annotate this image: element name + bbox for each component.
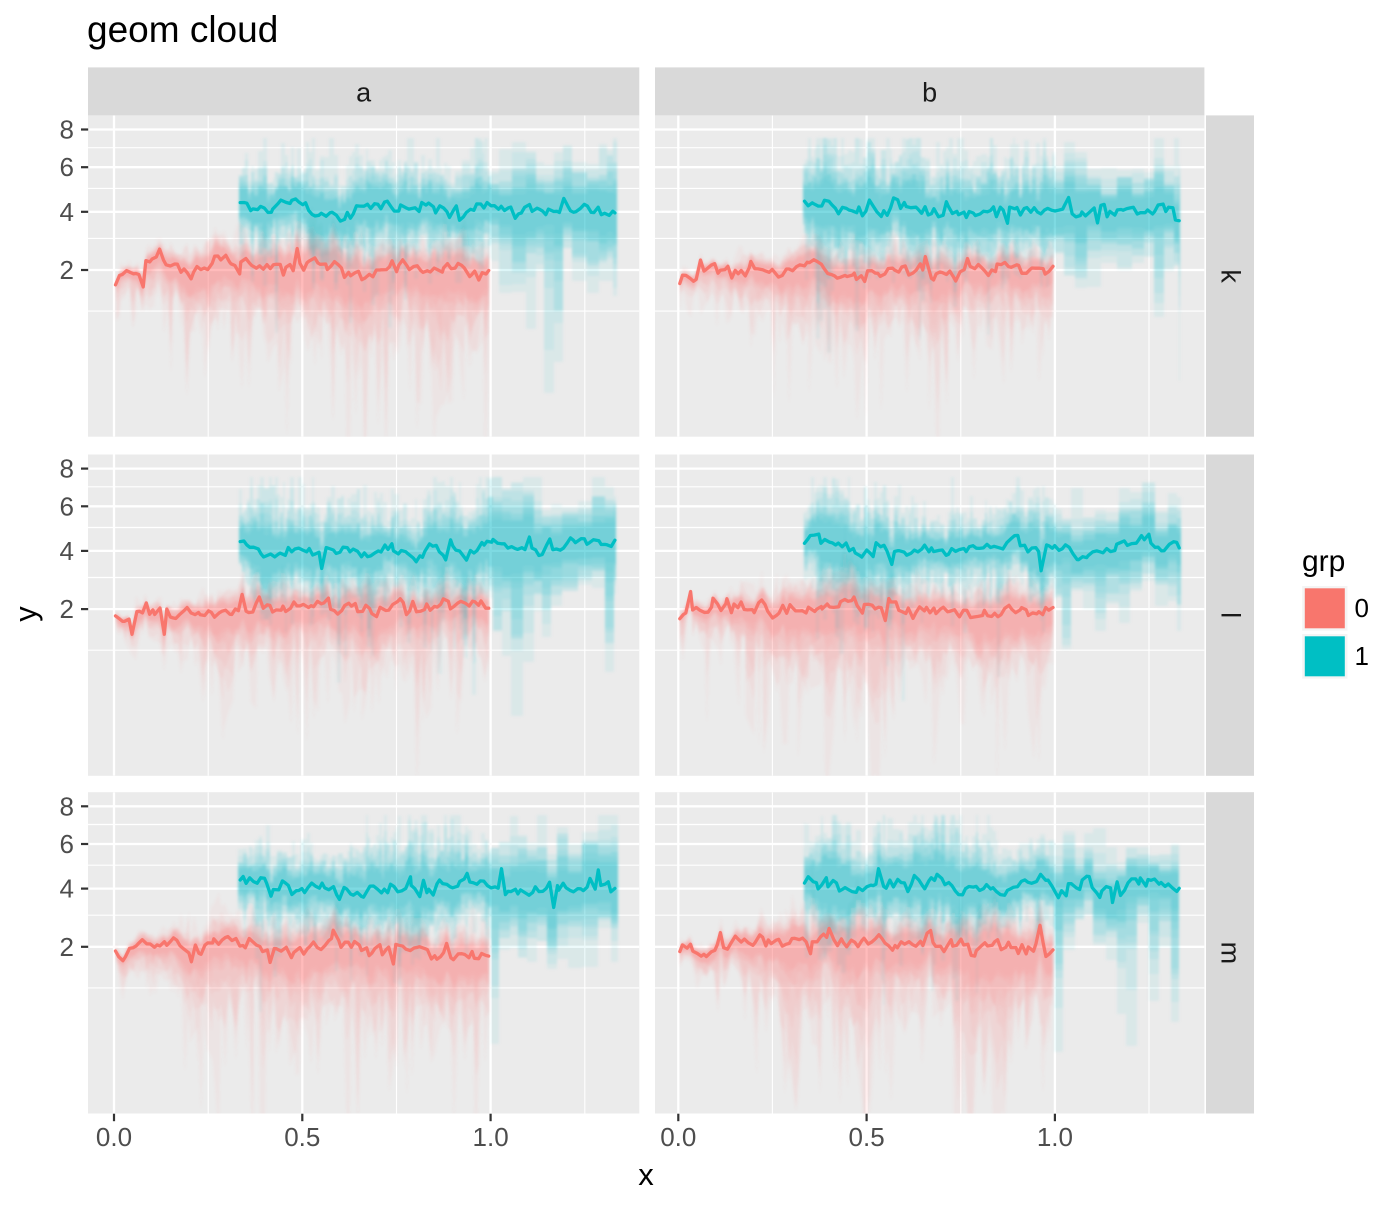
svg-text:k: k (1216, 269, 1246, 283)
svg-text:m: m (1216, 942, 1246, 965)
svg-text:0.5: 0.5 (849, 1122, 885, 1152)
svg-text:4: 4 (60, 197, 74, 227)
svg-text:l: l (1216, 612, 1246, 618)
svg-text:4: 4 (60, 874, 74, 904)
svg-text:6: 6 (60, 829, 74, 859)
svg-text:8: 8 (60, 454, 74, 484)
svg-text:1.0: 1.0 (1037, 1122, 1073, 1152)
svg-text:0.5: 0.5 (284, 1122, 320, 1152)
svg-text:0: 0 (1355, 593, 1369, 623)
svg-text:8: 8 (60, 115, 74, 145)
svg-text:grp: grp (1302, 545, 1345, 578)
svg-text:y: y (8, 606, 43, 622)
svg-text:6: 6 (60, 152, 74, 182)
svg-text:4: 4 (60, 536, 74, 566)
svg-text:8: 8 (60, 791, 74, 821)
svg-text:2: 2 (60, 255, 74, 285)
svg-text:geom cloud: geom cloud (87, 9, 278, 50)
svg-text:2: 2 (60, 594, 74, 624)
svg-text:2: 2 (60, 932, 74, 962)
svg-text:0.0: 0.0 (660, 1122, 696, 1152)
svg-text:1: 1 (1355, 641, 1369, 671)
svg-text:b: b (922, 78, 937, 108)
svg-text:0.0: 0.0 (96, 1122, 132, 1152)
svg-text:6: 6 (60, 491, 74, 521)
svg-text:a: a (356, 78, 372, 108)
svg-text:1.0: 1.0 (473, 1122, 509, 1152)
svg-text:x: x (638, 1157, 654, 1192)
